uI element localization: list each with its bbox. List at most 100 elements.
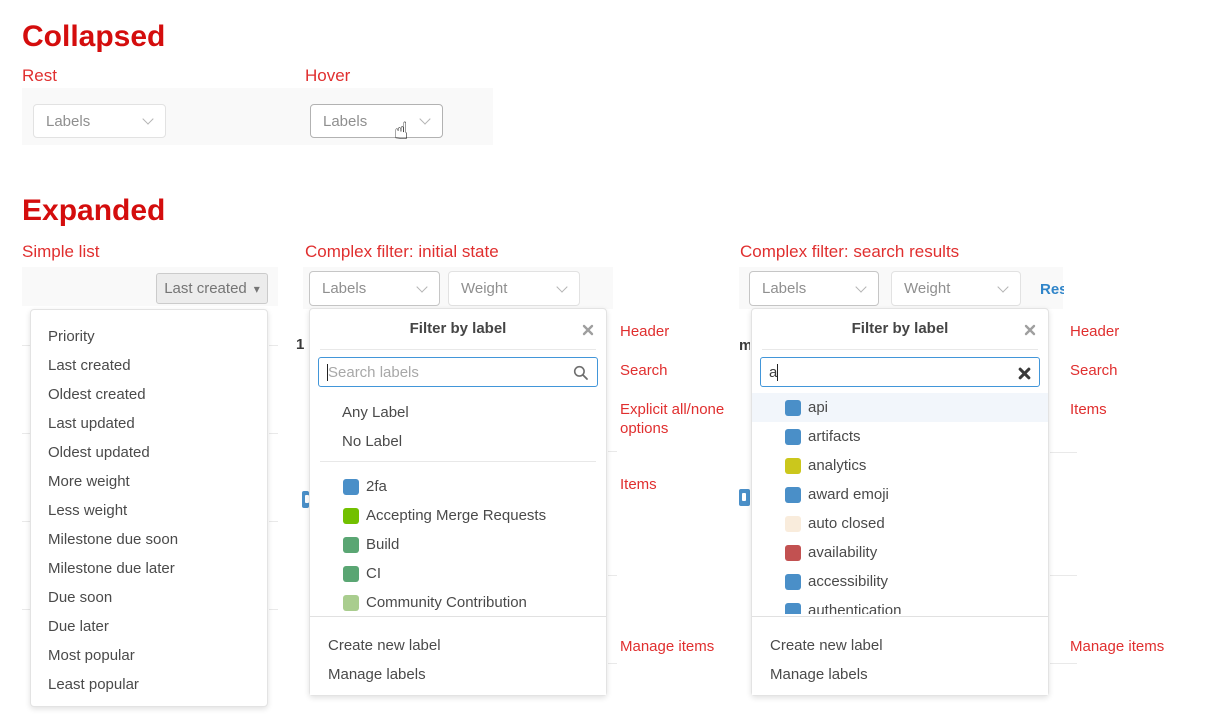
all-none-option[interactable]: Any Label xyxy=(342,404,409,421)
label-filter-dropdown-results: Filter by label a api xyxy=(751,308,1049,696)
chevron-down-icon xyxy=(142,113,154,125)
occluded-label-chip-fragment xyxy=(302,491,309,508)
label-options-list: 2fa Accepting Merge Requests Build CI xyxy=(310,472,606,617)
label-option[interactable]: Accepting Merge Requests xyxy=(310,501,606,530)
labels-filter-toggle[interactable]: Labels xyxy=(749,271,879,306)
divider xyxy=(762,349,1038,350)
footer-action[interactable]: Manage labels xyxy=(328,666,426,683)
labels-dropdown-label: Labels xyxy=(323,112,368,130)
state-label-hover: Hover xyxy=(305,66,351,85)
label-option[interactable]: accessibility xyxy=(752,567,1048,596)
label-color-swatch xyxy=(785,515,801,532)
label-option[interactable]: authentication xyxy=(752,596,1048,614)
label-color-swatch xyxy=(343,507,359,524)
search-placeholder: Search labels xyxy=(328,363,419,381)
section-title-collapsed: Collapsed xyxy=(22,20,166,53)
label-option[interactable]: CI xyxy=(310,559,606,588)
search-labels-input[interactable]: a xyxy=(760,357,1040,387)
label-name: artifacts xyxy=(808,428,861,445)
panel-footer: Create new label Manage labels xyxy=(310,616,606,695)
divider xyxy=(320,349,596,350)
labels-dropdown-toggle-hover[interactable]: Labels xyxy=(310,104,443,138)
sort-option[interactable]: More weight xyxy=(48,473,130,490)
label-name: api xyxy=(808,399,829,416)
pointer-cursor-icon: ☝ xyxy=(394,117,409,145)
search-value: a xyxy=(769,363,778,381)
sort-option[interactable]: Oldest created xyxy=(48,386,146,403)
label-color-swatch xyxy=(343,536,359,553)
occluded-label-chip-fragment xyxy=(739,489,750,506)
all-none-option[interactable]: No Label xyxy=(342,433,403,450)
sort-option[interactable]: Last created xyxy=(48,357,131,374)
label-option[interactable]: artifacts xyxy=(752,422,1048,451)
label-filter-dropdown-initial: Filter by label Search labels Any Label … xyxy=(309,308,607,696)
chevron-down-icon xyxy=(556,280,568,293)
label-option[interactable]: 2fa xyxy=(310,472,606,501)
label-color-swatch xyxy=(785,399,801,416)
chevron-down-icon xyxy=(855,280,867,293)
caret-down-icon: ▾ xyxy=(253,281,260,296)
label-results-viewport: api artifacts analytics award em xyxy=(752,393,1048,614)
label-color-swatch xyxy=(785,428,801,445)
label-option[interactable]: Build xyxy=(310,530,606,559)
sort-option[interactable]: Priority xyxy=(48,328,95,345)
sort-option[interactable]: Milestone due later xyxy=(48,560,175,577)
annotation-items: Items xyxy=(1070,401,1107,418)
label-name: availability xyxy=(808,544,878,561)
annotation-items: Items xyxy=(620,476,657,493)
subsection-label-search-results: Complex filter: search results xyxy=(740,242,960,261)
footer-action[interactable]: Create new label xyxy=(328,637,441,654)
labels-dropdown-toggle-rest[interactable]: Labels xyxy=(33,104,166,138)
search-icon xyxy=(573,365,589,385)
annotation-all-none: Explicit all/none options xyxy=(620,401,725,437)
sort-option[interactable]: Less weight xyxy=(48,502,128,519)
label-option[interactable]: Community Contribution xyxy=(310,588,606,617)
sort-option[interactable]: Least popular xyxy=(48,676,139,693)
label-color-swatch xyxy=(785,486,801,503)
sort-toggle-label: Last created xyxy=(164,280,247,297)
filter-panel-header: Filter by label xyxy=(310,309,606,349)
label-option[interactable]: auto closed xyxy=(752,509,1048,538)
footer-action[interactable]: Create new label xyxy=(770,637,883,654)
reset-link-fragment[interactable]: Res xyxy=(1040,281,1064,298)
label-name: accessibility xyxy=(808,573,889,590)
label-option[interactable]: analytics xyxy=(752,451,1048,480)
filter-panel-title: Filter by label xyxy=(851,320,949,337)
label-option[interactable]: api xyxy=(752,393,1048,422)
weight-filter-label: Weight xyxy=(461,280,508,297)
search-labels-input[interactable]: Search labels xyxy=(318,357,598,387)
label-name: analytics xyxy=(808,457,867,474)
footer-action[interactable]: Manage labels xyxy=(770,666,868,683)
label-name: 2fa xyxy=(366,478,387,495)
sort-option[interactable]: Milestone due soon xyxy=(48,531,179,548)
divider xyxy=(320,461,596,462)
label-color-swatch xyxy=(343,594,359,611)
labels-filter-label: Labels xyxy=(322,280,367,297)
simple-sort-dropdown-panel: Priority Last created Oldest created Las… xyxy=(30,309,268,707)
label-color-swatch xyxy=(785,573,801,590)
filter-panel-header: Filter by label xyxy=(752,309,1048,349)
label-option[interactable]: availability xyxy=(752,538,1048,567)
weight-filter-toggle[interactable]: Weight xyxy=(448,271,580,306)
subsection-label-simple-list: Simple list xyxy=(22,242,100,261)
close-icon[interactable] xyxy=(582,323,594,336)
clear-search-icon[interactable] xyxy=(1018,367,1031,384)
sort-option[interactable]: Last updated xyxy=(48,415,135,432)
close-icon[interactable] xyxy=(1024,323,1036,336)
chevron-down-icon xyxy=(416,280,428,293)
label-color-swatch xyxy=(343,565,359,582)
chevron-down-icon xyxy=(997,280,1009,293)
annotation-header: Header xyxy=(620,323,670,340)
sort-option[interactable]: Oldest updated xyxy=(48,444,150,461)
annotation-header: Header xyxy=(1070,323,1120,340)
labels-filter-toggle[interactable]: Labels xyxy=(309,271,440,306)
sort-dropdown-toggle[interactable]: Last created ▾ xyxy=(156,273,268,304)
sort-option[interactable]: Most popular xyxy=(48,647,135,664)
sort-option[interactable]: Due soon xyxy=(48,589,113,606)
sort-option[interactable]: Due later xyxy=(48,618,109,635)
weight-filter-toggle[interactable]: Weight xyxy=(891,271,1021,306)
label-option[interactable]: award emoji xyxy=(752,480,1048,509)
label-options-list: api artifacts analytics award em xyxy=(752,393,1048,614)
text-caret xyxy=(327,363,328,381)
text-caret xyxy=(777,363,779,381)
